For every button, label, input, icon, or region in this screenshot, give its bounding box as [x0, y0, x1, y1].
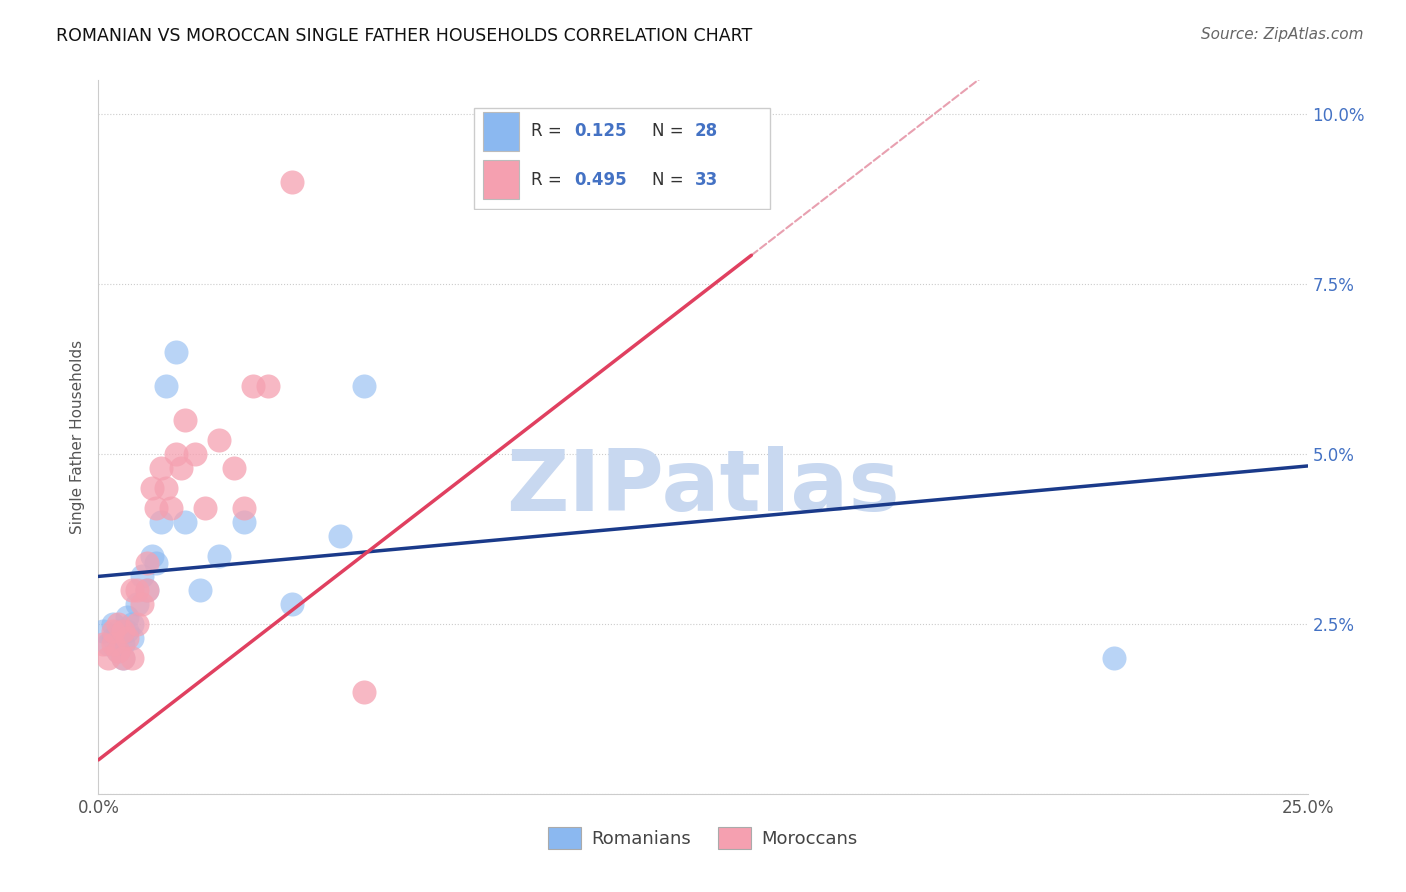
Point — [281, 597, 304, 611]
Point — [121, 631, 143, 645]
Text: R =: R = — [531, 171, 568, 189]
Point — [1102, 651, 1125, 665]
Point — [91, 624, 114, 638]
Point — [107, 617, 129, 632]
Point — [169, 460, 191, 475]
Point — [117, 624, 139, 638]
Point — [135, 556, 157, 570]
Point — [127, 597, 149, 611]
Bar — [484, 161, 519, 199]
Point — [97, 651, 120, 665]
Point — [101, 637, 124, 651]
Point — [101, 624, 124, 638]
Point — [353, 685, 375, 699]
Point — [174, 413, 197, 427]
Text: 28: 28 — [695, 121, 718, 140]
Point — [101, 617, 124, 632]
Text: 0.495: 0.495 — [574, 171, 627, 189]
Point — [117, 631, 139, 645]
Point — [150, 515, 173, 529]
Point — [101, 631, 124, 645]
Point — [155, 379, 177, 393]
Point — [91, 637, 114, 651]
Point — [174, 515, 197, 529]
Point — [141, 549, 163, 563]
Point — [97, 637, 120, 651]
Y-axis label: Single Father Households: Single Father Households — [69, 340, 84, 534]
Point — [121, 617, 143, 632]
Point — [121, 582, 143, 597]
Point — [111, 651, 134, 665]
Point — [242, 379, 264, 393]
Point — [150, 460, 173, 475]
Text: ROMANIAN VS MOROCCAN SINGLE FATHER HOUSEHOLDS CORRELATION CHART: ROMANIAN VS MOROCCAN SINGLE FATHER HOUSE… — [56, 27, 752, 45]
Point — [353, 379, 375, 393]
Point — [145, 556, 167, 570]
Point — [111, 624, 134, 638]
Text: 0.125: 0.125 — [574, 121, 626, 140]
Text: R =: R = — [531, 121, 568, 140]
Point — [155, 481, 177, 495]
Text: N =: N = — [652, 171, 689, 189]
Point — [127, 617, 149, 632]
Point — [135, 582, 157, 597]
Point — [222, 460, 245, 475]
Point — [160, 501, 183, 516]
Point — [131, 597, 153, 611]
Point — [121, 651, 143, 665]
Point — [145, 501, 167, 516]
Text: Source: ZipAtlas.com: Source: ZipAtlas.com — [1201, 27, 1364, 42]
Point — [329, 528, 352, 542]
Point — [141, 481, 163, 495]
Point — [107, 644, 129, 658]
Point — [208, 434, 231, 448]
Point — [135, 582, 157, 597]
Legend: Romanians, Moroccans: Romanians, Moroccans — [541, 820, 865, 856]
Bar — [484, 112, 519, 151]
Text: N =: N = — [652, 121, 689, 140]
Point — [165, 447, 187, 461]
Point — [127, 582, 149, 597]
Point — [184, 447, 207, 461]
Point — [208, 549, 231, 563]
Text: 33: 33 — [695, 171, 718, 189]
Point — [111, 637, 134, 651]
Point — [194, 501, 217, 516]
Point — [111, 651, 134, 665]
Point — [188, 582, 211, 597]
Point — [232, 515, 254, 529]
Point — [281, 175, 304, 189]
Text: ZIPatlas: ZIPatlas — [506, 445, 900, 529]
FancyBboxPatch shape — [474, 108, 770, 209]
Point — [131, 569, 153, 583]
Point — [232, 501, 254, 516]
Point — [107, 644, 129, 658]
Point — [107, 624, 129, 638]
Point — [117, 610, 139, 624]
Point — [165, 345, 187, 359]
Point — [256, 379, 278, 393]
